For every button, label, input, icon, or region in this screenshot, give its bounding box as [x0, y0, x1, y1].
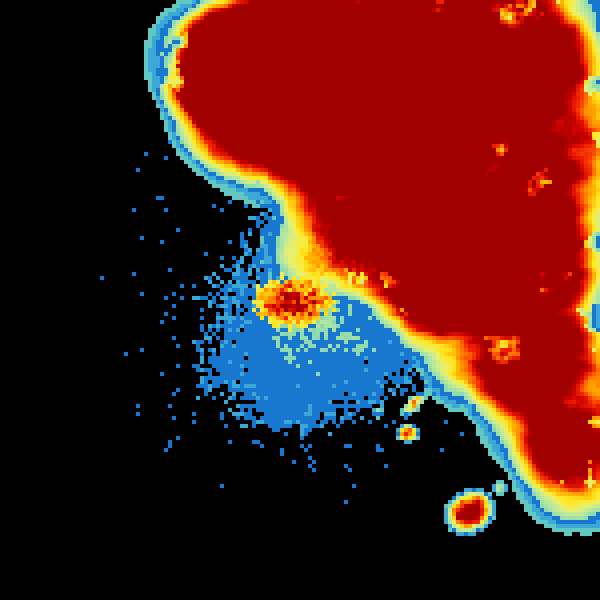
radar-reflectivity-canvas: [0, 0, 600, 600]
radar-display: Base Reflectivity (dBZ) Radar base refle…: [0, 0, 600, 600]
